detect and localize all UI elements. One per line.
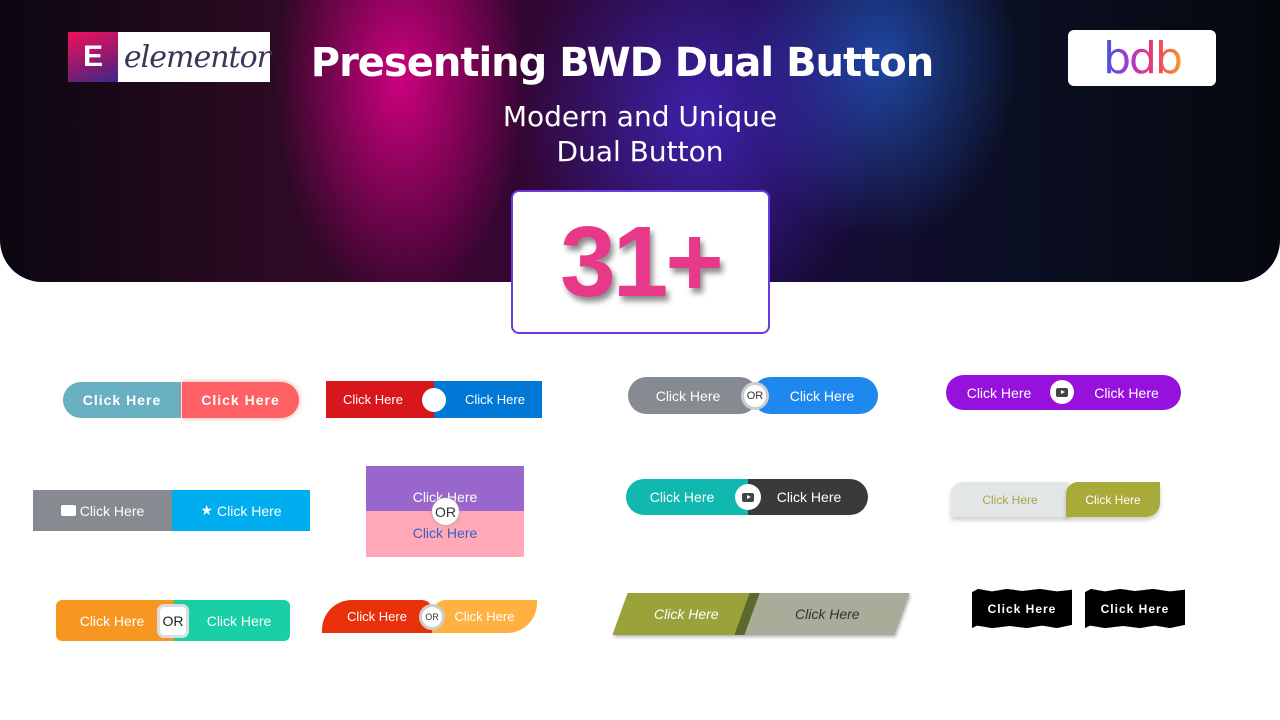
dual-button-3-right[interactable]: Click Here bbox=[752, 377, 878, 414]
youtube-icon bbox=[60, 505, 76, 516]
button-label: Click Here bbox=[216, 502, 282, 519]
dual-button-9-right[interactable]: Click Here bbox=[174, 600, 290, 641]
or-divider: OR bbox=[419, 604, 445, 630]
dual-button-1-left[interactable]: Click Here bbox=[63, 382, 181, 418]
dual-button-3-left[interactable]: Click Here bbox=[628, 377, 758, 414]
dual-button-2-left[interactable]: Click Here bbox=[326, 381, 434, 418]
star-icon: ★ bbox=[200, 502, 213, 518]
dual-button-12-left[interactable]: Click Here bbox=[972, 589, 1072, 628]
dual-button-1-right[interactable]: Click Here bbox=[182, 382, 299, 418]
dual-button-4-left[interactable]: Click Here bbox=[946, 375, 1062, 410]
elementor-logo: E elementor bbox=[68, 32, 271, 82]
elementor-wordmark: elementor bbox=[117, 32, 271, 82]
button-label: Click Here bbox=[653, 606, 719, 622]
youtube-icon bbox=[1056, 387, 1068, 397]
dual-button-2-right[interactable]: Click Here bbox=[434, 381, 542, 418]
dual-button-4-right[interactable]: Click Here bbox=[1062, 375, 1181, 410]
dual-button-9-left[interactable]: Click Here bbox=[56, 600, 176, 641]
button-label: Click Here bbox=[79, 502, 145, 519]
page-title: Presenting BWD Dual Button bbox=[310, 40, 934, 86]
or-divider: OR bbox=[741, 382, 769, 410]
dual-button-10-right[interactable]: Click Here bbox=[432, 600, 537, 633]
youtube-divider bbox=[735, 484, 761, 510]
subtitle-line-1: Modern and Unique bbox=[502, 100, 778, 133]
dual-button-8-right[interactable]: Click Here bbox=[1066, 482, 1160, 517]
dual-button-5-right[interactable]: ★ Click Here bbox=[172, 490, 310, 531]
dual-button-7-right[interactable]: Click Here bbox=[748, 479, 868, 515]
dual-button-5-left[interactable]: Click Here bbox=[33, 490, 172, 531]
elementor-icon: E bbox=[68, 32, 118, 82]
dual-button-11-right[interactable]: Click Here bbox=[744, 593, 910, 635]
button-label: Click Here bbox=[794, 606, 860, 622]
divider-circle bbox=[422, 388, 446, 412]
or-divider: OR bbox=[432, 498, 459, 525]
dual-button-7-left[interactable]: Click Here bbox=[626, 479, 748, 515]
subtitle-line-2: Dual Button bbox=[556, 135, 724, 168]
bdb-logo: bdb bbox=[1068, 30, 1216, 86]
or-divider: OR bbox=[157, 604, 189, 638]
dual-button-10-left[interactable]: Click Here bbox=[322, 600, 432, 633]
count-badge: 31+ bbox=[511, 190, 770, 334]
youtube-icon bbox=[742, 492, 754, 502]
dual-button-12-right[interactable]: Click Here bbox=[1085, 589, 1185, 628]
youtube-divider bbox=[1050, 380, 1074, 404]
dual-button-8-left[interactable]: Click Here bbox=[951, 482, 1069, 517]
